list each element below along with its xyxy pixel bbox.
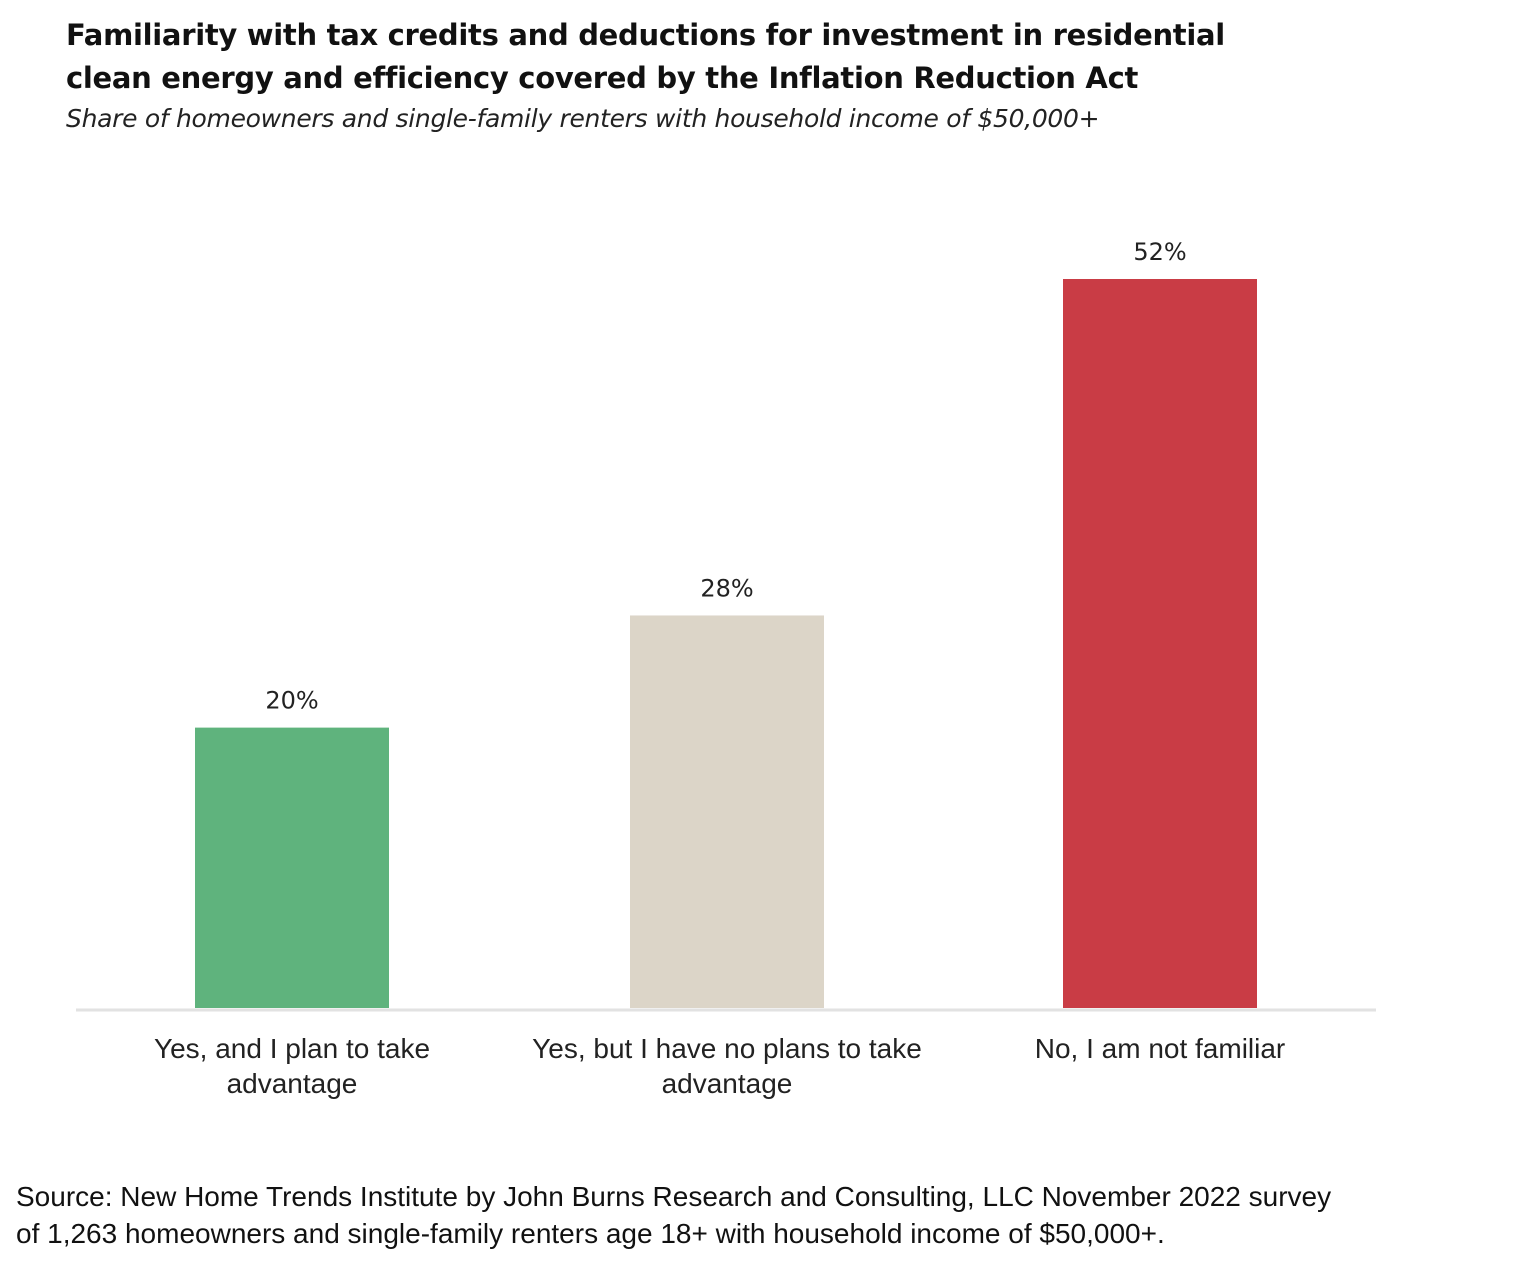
category-label-2-line-1: Yes, but I have no plans to take xyxy=(532,1033,922,1064)
bar-1 xyxy=(195,727,389,1008)
bar-value-label-3: 52% xyxy=(1133,238,1186,266)
category-label-2: Yes, but I have no plans to take advantag… xyxy=(507,1031,947,1101)
chart-title: Familiarity with tax credits and deducti… xyxy=(66,14,1366,100)
chart-subtitle: Share of homeowners and single-family re… xyxy=(66,104,1100,133)
source-note: Source: New Home Trends Institute by Joh… xyxy=(16,1178,1531,1252)
chart-title-line-1: Familiarity with tax credits and deducti… xyxy=(66,18,1225,52)
chart-title-line-2: clean energy and efficiency covered by t… xyxy=(66,61,1139,95)
bars-group: 20% 28% 52% xyxy=(195,238,1257,1008)
category-label-1: Yes, and I plan to take advantage xyxy=(72,1031,512,1101)
source-line-2: of 1,263 homeowners and single-family re… xyxy=(16,1218,1165,1249)
category-label-3-line-1: No, I am not familiar xyxy=(1034,1033,1286,1064)
category-label-3: No, I am not familiar xyxy=(940,1031,1380,1066)
source-line-1: Source: New Home Trends Institute by Joh… xyxy=(16,1181,1332,1212)
bar-value-label-2: 28% xyxy=(700,574,753,602)
category-label-1-line-1: Yes, and I plan to take xyxy=(153,1033,431,1064)
bar-3 xyxy=(1063,279,1257,1008)
category-label-2-line-2: advantage xyxy=(661,1068,793,1099)
bar-value-label-1: 20% xyxy=(265,687,318,715)
bar-2 xyxy=(630,615,824,1008)
category-label-1-line-2: advantage xyxy=(226,1068,358,1099)
